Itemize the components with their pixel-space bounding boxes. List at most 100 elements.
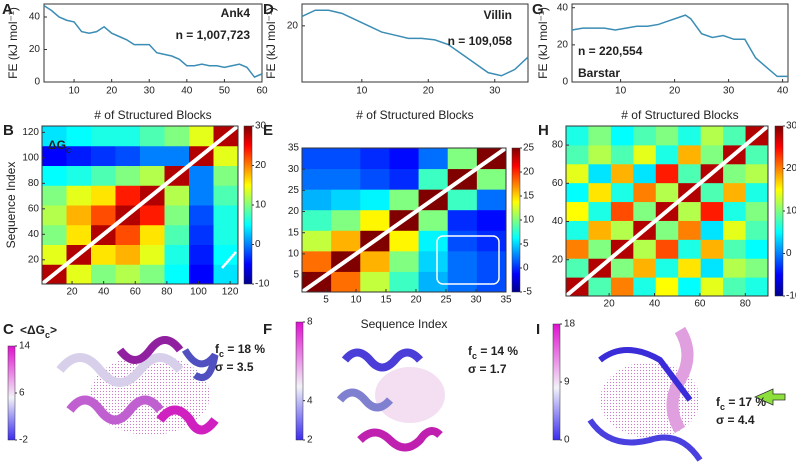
energy-label-part: ΔG: [48, 138, 66, 152]
heat-cell: [700, 239, 724, 259]
x-tick-label: 35: [500, 295, 512, 306]
heat-cell: [115, 145, 141, 166]
x-tick-label: 40: [181, 86, 193, 97]
heat-cell: [678, 144, 702, 165]
heat-cell: [66, 205, 92, 226]
heat-cell: [678, 258, 702, 278]
heat-cell: [189, 165, 214, 186]
x-axis-label: Sequence Index: [361, 317, 448, 331]
heat-cell: [678, 126, 702, 146]
x-tick-label: 10: [69, 86, 81, 97]
heat-cell: [566, 258, 589, 278]
heat-cell: [189, 205, 214, 226]
colorbar-label: 25: [523, 143, 535, 154]
y-axis-label: FE (kJ mol⁻¹): [264, 7, 278, 79]
heat-cell: [633, 182, 657, 203]
heat-cell: [447, 250, 478, 272]
heat-cell: [566, 163, 589, 184]
heat-cell: [633, 277, 657, 297]
heat-cell: [476, 230, 507, 252]
structure-header-part: <ΔG: [20, 323, 45, 337]
heat-cell: [566, 126, 589, 146]
heat-cell: [164, 205, 190, 226]
heat-cell: [566, 144, 589, 165]
x-tick-label: 100: [190, 287, 207, 298]
heat-cell: [678, 239, 702, 259]
heat-cell: [745, 144, 769, 165]
y-tick-label: 60: [28, 203, 40, 214]
panel-letter: E: [263, 122, 273, 139]
heat-cell: [360, 168, 390, 190]
colorbar-label: 0: [786, 248, 792, 259]
heat-cell: [140, 205, 165, 226]
plot-frame: [43, 3, 263, 83]
heat-cell: [91, 145, 116, 166]
heat-cell: [189, 126, 214, 147]
heat-cell: [700, 126, 724, 146]
heat-cell: [140, 126, 165, 147]
colorbar-label: 5: [523, 239, 529, 250]
colorbar-label: 20: [523, 167, 535, 178]
colorbar-label: 15: [523, 191, 535, 202]
heat-cell: [566, 220, 589, 240]
colorbar-label: 2: [307, 435, 313, 446]
heat-cell: [213, 145, 239, 166]
heat-cell: [140, 165, 165, 186]
x-axis-label: # of Structured Blocks: [356, 108, 473, 122]
heat-cell: [140, 244, 165, 265]
heat-cell: [91, 165, 116, 186]
x-tick-label: 60: [130, 287, 142, 298]
heat-cell: [745, 239, 769, 259]
heat-cell: [476, 189, 507, 211]
heat-cell: [302, 168, 332, 190]
heat-cell: [389, 250, 420, 272]
colorbar: [243, 125, 253, 285]
colorbar-label: 0: [564, 435, 570, 446]
heat-cell: [476, 250, 507, 272]
heat-cell: [189, 185, 214, 206]
colorbar-label: 10: [786, 206, 796, 217]
x-tick-label: 80: [161, 287, 173, 298]
x-tick-label: 120: [222, 287, 239, 298]
panel-letter: G: [532, 1, 544, 18]
colorbar: [7, 345, 16, 441]
colorbar-label: 0: [255, 239, 261, 250]
heat-cell: [447, 271, 478, 293]
panel-letter: C: [3, 321, 14, 338]
heat-cell: [447, 189, 478, 211]
heat-cell: [418, 250, 449, 272]
heat-cell: [678, 201, 702, 221]
colorbar-label: -2: [19, 435, 28, 446]
fraction-label-part: c: [720, 402, 725, 412]
heat-cell: [723, 182, 747, 203]
y-tick-label: 20: [28, 254, 40, 265]
heat-cell: [115, 185, 141, 206]
x-tick-label: 20: [669, 86, 681, 97]
heat-cell: [447, 148, 478, 170]
heat-cell: [213, 165, 239, 186]
heat-cell: [700, 277, 724, 297]
heat-cell: [418, 230, 449, 252]
heat-cell: [360, 209, 390, 231]
heat-cell: [164, 264, 190, 285]
y-axis-label: FE (kJ mol⁻¹): [536, 7, 550, 79]
heat-cell: [115, 224, 141, 245]
y-tick-label: 20: [287, 20, 299, 31]
fe-line: [571, 14, 788, 78]
y-tick-label: 0: [562, 77, 568, 88]
heat-cell: [389, 148, 420, 170]
fraction-label-part: f: [215, 342, 220, 356]
x-tick-label: 40: [649, 299, 661, 310]
heat-cell: [189, 224, 214, 245]
y-tick-label: 20: [557, 39, 569, 50]
heat-cell: [418, 209, 449, 231]
heat-cell: [610, 258, 634, 278]
heat-cell: [42, 126, 67, 147]
heat-cell: [302, 189, 332, 211]
y-tick-label: 100: [22, 152, 39, 163]
colorbar-label: 9: [564, 377, 570, 388]
y-tick-label: 80: [552, 140, 564, 151]
colorbar-label: 6: [19, 388, 25, 399]
x-tick-label: 40: [98, 287, 110, 298]
